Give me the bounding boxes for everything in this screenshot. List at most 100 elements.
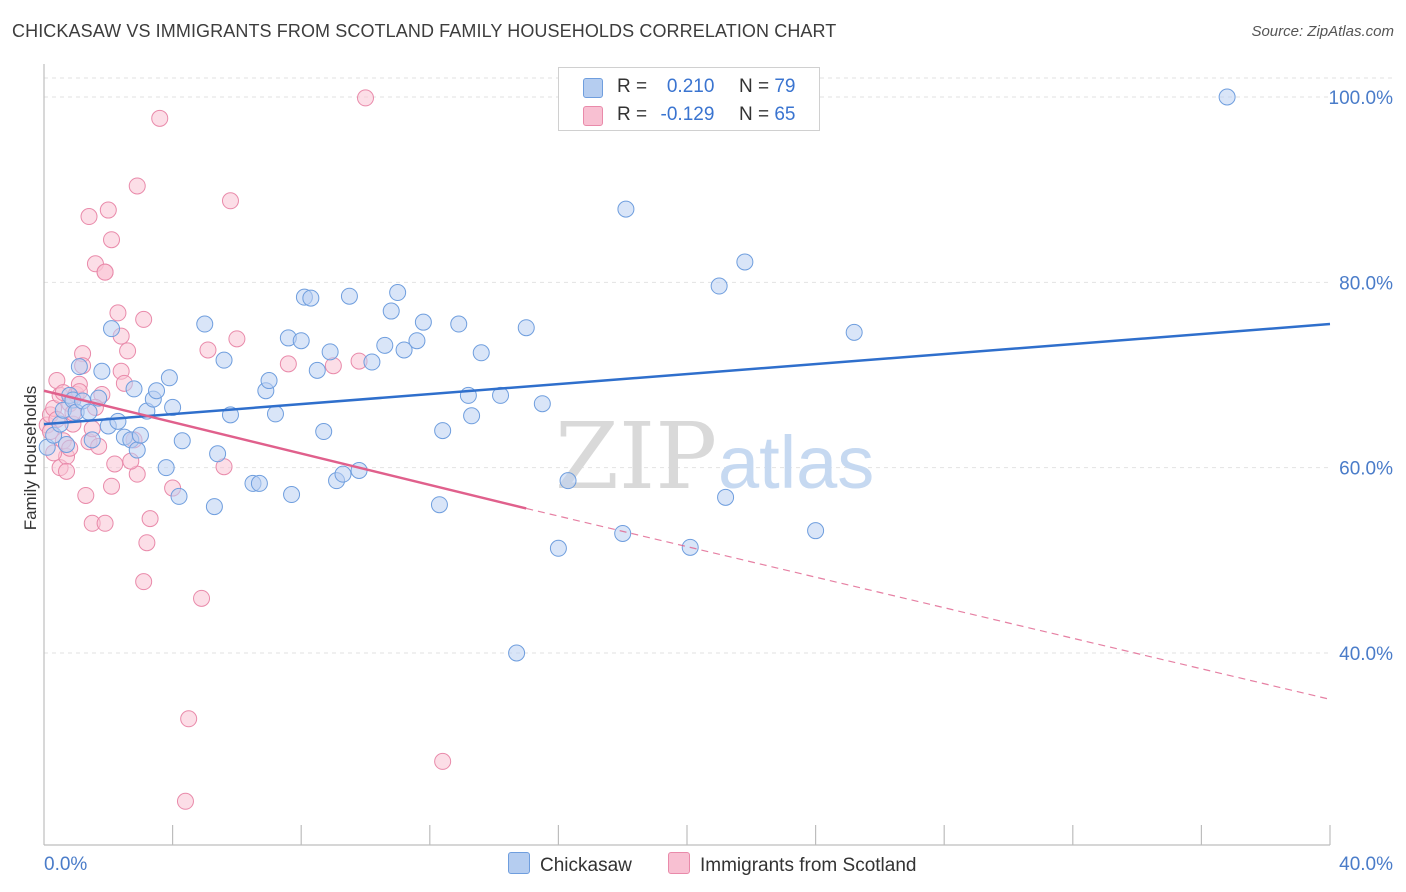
bottom-legend-swatch-chickasaw <box>508 852 530 874</box>
legend-n-value: 65 <box>774 104 796 125</box>
scotland-point <box>80 208 98 226</box>
tick-labels: 40.0% 60.0% 80.0% 100.0% 0.0% 40.0% <box>44 88 1393 875</box>
chickasaw-point <box>80 403 98 421</box>
chickasaw-point <box>148 382 166 400</box>
series-immigrants-from-scotland <box>38 89 452 810</box>
scotland-point <box>128 177 146 195</box>
scotland-point <box>199 341 217 359</box>
scotland-point <box>99 201 117 219</box>
bottom-legend-chickasaw: Chickasaw <box>508 852 632 877</box>
chart-title: CHICKASAW VS IMMIGRANTS FROM SCOTLAND FA… <box>12 21 837 41</box>
chickasaw-point <box>363 353 381 371</box>
chickasaw-point <box>340 287 358 305</box>
chickasaw-point <box>614 524 632 542</box>
legend-swatch-chickasaw <box>583 78 603 98</box>
chickasaw-point <box>549 539 567 557</box>
scotland-point <box>357 89 374 107</box>
chickasaw-point <box>508 644 526 662</box>
scotland-point <box>135 573 153 591</box>
chickasaw-point <box>559 472 577 490</box>
scotland-point <box>176 792 194 810</box>
scotland-point <box>106 455 124 473</box>
scotland-point <box>221 192 239 210</box>
stats-legend: R = 0.210 N = 79 R = -0.129 N = 65 <box>558 67 820 131</box>
scotland-point <box>103 231 121 249</box>
chickasaw-point <box>205 498 223 516</box>
scotland-point <box>135 310 153 328</box>
bottom-legend-label: Immigrants from Scotland <box>700 855 917 876</box>
legend-n-value: 79 <box>774 76 796 97</box>
chickasaw-point <box>517 319 535 337</box>
legend-swatch-scotland <box>583 106 603 126</box>
chickasaw-point <box>617 200 635 218</box>
scotland-point <box>151 109 169 127</box>
scotland-point <box>324 357 342 375</box>
chickasaw-point <box>131 426 149 444</box>
chickasaw-point <box>125 380 143 398</box>
chickasaw-point <box>1218 88 1236 106</box>
scotland-point <box>96 514 114 532</box>
grid-lines <box>44 77 1395 654</box>
chickasaw-point <box>717 488 735 506</box>
chickasaw-point <box>292 332 310 350</box>
chickasaw-point <box>430 496 448 514</box>
y-tick-label: 40.0% <box>1339 644 1393 665</box>
chickasaw-point <box>302 289 320 307</box>
watermark: ZIP atlas <box>555 403 874 510</box>
scotland-point <box>141 510 159 528</box>
chickasaw-point <box>382 302 400 320</box>
chickasaw-point <box>389 284 407 302</box>
scotland-point <box>58 462 76 480</box>
series-chickasaw <box>38 88 1236 662</box>
watermark-zip: ZIP <box>555 403 717 510</box>
chickasaw-point <box>164 398 182 416</box>
chickasaw-point <box>250 474 268 492</box>
chickasaw-point <box>321 343 339 361</box>
chickasaw-point <box>70 358 88 376</box>
chickasaw-point <box>170 487 188 505</box>
y-tick-label: 60.0% <box>1339 459 1393 480</box>
chickasaw-point <box>334 465 352 483</box>
chickasaw-point <box>315 423 333 441</box>
chickasaw-point <box>350 461 368 479</box>
chickasaw-point <box>160 369 178 387</box>
watermark-atlas: atlas <box>718 421 874 504</box>
chickasaw-point <box>807 522 825 540</box>
bottom-legend-label: Chickasaw <box>540 855 632 876</box>
chickasaw-point <box>710 277 728 295</box>
chickasaw-point <box>266 405 284 423</box>
chickasaw-point <box>472 344 490 362</box>
source-label: Source: ZipAtlas.com <box>1251 23 1394 40</box>
scotland-point <box>228 330 246 348</box>
chickasaw-point <box>157 459 175 477</box>
scotland-point <box>180 710 198 728</box>
chickasaw-point <box>450 315 468 333</box>
scotland-point <box>279 355 297 373</box>
chickasaw-point <box>109 412 127 430</box>
chickasaw-point <box>533 395 551 413</box>
chickasaw-point <box>414 313 432 331</box>
legend-n-label: N = <box>738 104 770 125</box>
chickasaw-point <box>845 323 863 341</box>
chickasaw-point <box>128 441 146 459</box>
bottom-legend-swatch-scotland <box>668 852 690 874</box>
chickasaw-point <box>58 436 76 453</box>
bottom-legend-scotland: Immigrants from Scotland <box>668 852 916 877</box>
scotland-point <box>77 486 95 504</box>
scotland-trend-line <box>43 389 527 510</box>
legend-n-label: N = <box>738 76 770 97</box>
chickasaw-point <box>83 431 101 449</box>
x-tick-label: 40.0% <box>1339 854 1393 875</box>
scotland-point <box>103 477 121 495</box>
scotland-point <box>119 342 137 360</box>
scotland-point <box>109 304 127 322</box>
chickasaw-point <box>283 486 301 504</box>
chickasaw-point <box>463 407 481 425</box>
chickasaw-point <box>103 320 121 338</box>
x-tick-label: 0.0% <box>44 854 87 875</box>
legend-r-label: R = <box>617 104 648 125</box>
chickasaw-point <box>395 341 413 359</box>
chickasaw-point <box>260 372 278 390</box>
scotland-trend-extension <box>526 507 1331 700</box>
